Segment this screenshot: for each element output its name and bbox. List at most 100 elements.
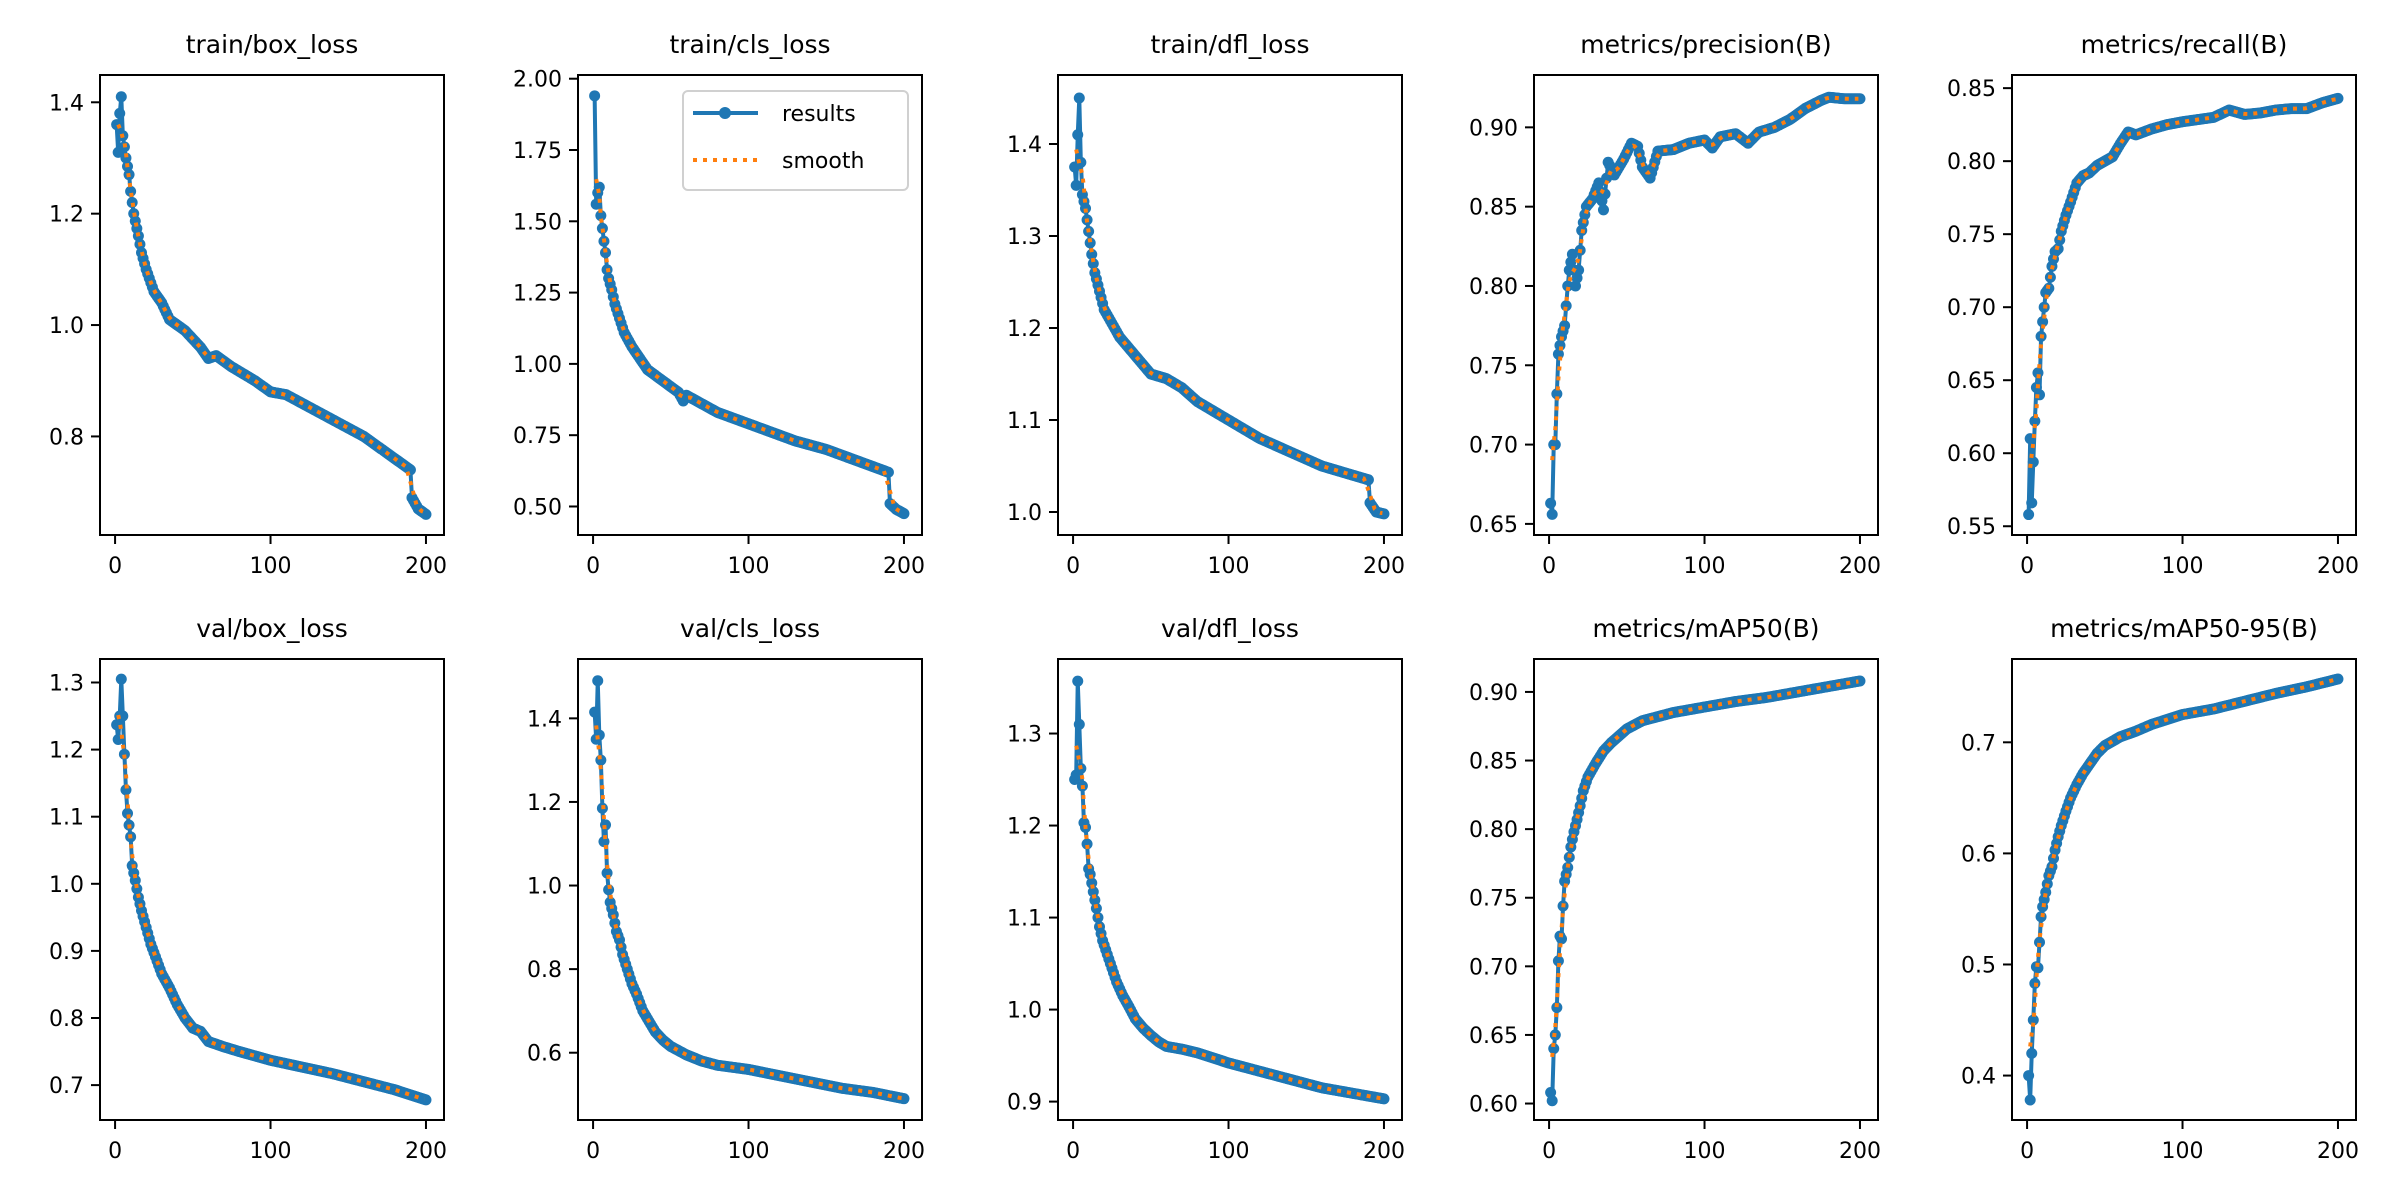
- x-tick-label: 0: [1542, 554, 1556, 579]
- subplot-train-cls-loss: train/cls_loss 0.50 0.75 1.00 1.25 1.50 1.75 2.…: [513, 30, 925, 579]
- plot-area: [589, 90, 910, 520]
- results-point: [2027, 1014, 2039, 1026]
- y-tick-label: 1.1: [1007, 409, 1042, 434]
- y-tick-label: 1.3: [1007, 723, 1042, 748]
- y-tick-label: 0.5: [1961, 953, 1996, 978]
- x-tick-label: 100: [728, 554, 770, 579]
- results-point: [115, 673, 127, 685]
- subplot-title: val/dfl_loss: [1161, 614, 1299, 643]
- x-tick-label: 0: [2020, 554, 2034, 579]
- y-tick-label: 0.8: [527, 958, 562, 983]
- results-line: [1548, 678, 1861, 1103]
- results-point: [1072, 129, 1084, 141]
- results-point: [589, 706, 601, 718]
- y-tick-label: 1.0: [1007, 999, 1042, 1024]
- results-point: [420, 508, 432, 520]
- subplot-val-cls-loss: val/cls_loss 0.6 0.8 1.0 1.2 1.4 0 100 200: [527, 614, 925, 1164]
- y-tick-label: 0.70: [1947, 296, 1996, 321]
- y-tick-label: 0.9: [49, 940, 84, 965]
- results-point: [600, 247, 612, 259]
- x-tick-label: 0: [586, 554, 600, 579]
- results-point: [120, 152, 132, 164]
- results-point: [2037, 316, 2049, 328]
- y-tick-label: 1.2: [49, 203, 84, 228]
- axes-frame: [2011, 74, 2357, 536]
- y-tick-label: 1.2: [49, 739, 84, 764]
- results-point: [2023, 509, 2035, 521]
- results-point: [1854, 93, 1866, 105]
- y-tick-label: 0.90: [1469, 116, 1518, 141]
- results-point: [1080, 202, 1092, 214]
- x-tick-label: 200: [1839, 1139, 1881, 1164]
- y-tick-label: 1.0: [49, 314, 84, 339]
- plot-area: [2023, 92, 2344, 521]
- x-tick-label: 200: [405, 554, 447, 579]
- results-point: [1072, 675, 1084, 687]
- x-tick-label: 0: [108, 1139, 122, 1164]
- y-tick-label: 1.3: [1007, 225, 1042, 250]
- results-point: [2029, 415, 2041, 427]
- results-point: [1551, 388, 1563, 400]
- y-tick-label: 1.2: [1007, 815, 1042, 840]
- results-point: [1597, 204, 1609, 216]
- y-tick-label: 1.1: [1007, 907, 1042, 932]
- y-tick-label: 0.60: [1947, 442, 1996, 467]
- x-tick-label: 100: [2162, 554, 2204, 579]
- results-point: [1562, 280, 1574, 292]
- legend: results smooth: [682, 90, 909, 191]
- x-tick-label: 100: [250, 1139, 292, 1164]
- y-tick-label: 0.9: [1007, 1091, 1042, 1116]
- results-point: [1086, 248, 1098, 260]
- plot-area: [1069, 92, 1390, 520]
- axes-frame: [1533, 74, 1879, 536]
- results-point: [114, 107, 126, 119]
- y-tick-label: 0.80: [1469, 818, 1518, 843]
- smooth-line: [1550, 679, 1859, 1058]
- results-point: [117, 710, 129, 722]
- axes-frame: [577, 74, 923, 536]
- y-tick-label: 0.65: [1469, 1024, 1518, 1049]
- x-tick-label: 0: [108, 554, 122, 579]
- plot-area: [1545, 675, 1866, 1107]
- results-point: [129, 874, 141, 886]
- results-point: [115, 91, 127, 103]
- x-tick-label: 100: [1208, 1139, 1250, 1164]
- subplot-train-box-loss: train/box_loss 0.8 1.0 1.2 1.4 0 100 200: [49, 30, 447, 579]
- x-tick-label: 200: [1363, 554, 1405, 579]
- results-point: [1087, 886, 1099, 898]
- results-point: [2032, 962, 2044, 974]
- smooth-line: [2028, 677, 2337, 1047]
- x-tick-label: 200: [2317, 1139, 2359, 1164]
- results-line: [114, 677, 427, 1102]
- results-point: [1546, 1095, 1558, 1107]
- results-point: [882, 466, 894, 478]
- x-tick-label: 100: [1684, 1139, 1726, 1164]
- subplot-title: val/cls_loss: [680, 614, 820, 643]
- results-point: [1073, 718, 1085, 730]
- x-tick-label: 200: [1839, 554, 1881, 579]
- results-point: [1546, 508, 1558, 520]
- results-point: [2332, 673, 2344, 685]
- subplot-title: train/cls_loss: [669, 30, 830, 59]
- y-tick-label: 0.85: [1469, 750, 1518, 775]
- y-tick-label: 0.65: [1469, 513, 1518, 538]
- results-point: [111, 119, 123, 131]
- results-point: [1551, 1001, 1563, 1013]
- plot-area: [2023, 673, 2344, 1106]
- smooth-line: [1074, 745, 1383, 1101]
- subplot-metrics-recall-b-: metrics/recall(B) 0.55 0.60 0.65 0.70 0.75 0.8…: [1947, 30, 2359, 579]
- y-tick-label: 0.4: [1961, 1065, 1996, 1090]
- results-point: [1362, 474, 1374, 486]
- y-tick-label: 0.75: [1469, 354, 1518, 379]
- smooth-line: [594, 725, 903, 1101]
- legend-results-marker: [719, 107, 731, 119]
- results-line: [1072, 679, 1385, 1101]
- y-tick-label: 0.80: [1469, 275, 1518, 300]
- results-point: [125, 185, 137, 197]
- y-tick-label: 1.0: [1007, 501, 1042, 526]
- x-tick-label: 100: [250, 554, 292, 579]
- results-point: [2032, 367, 2044, 379]
- subplot-title: val/box_loss: [196, 614, 347, 643]
- results-point: [1086, 877, 1098, 889]
- y-tick-label: 0.70: [1469, 955, 1518, 980]
